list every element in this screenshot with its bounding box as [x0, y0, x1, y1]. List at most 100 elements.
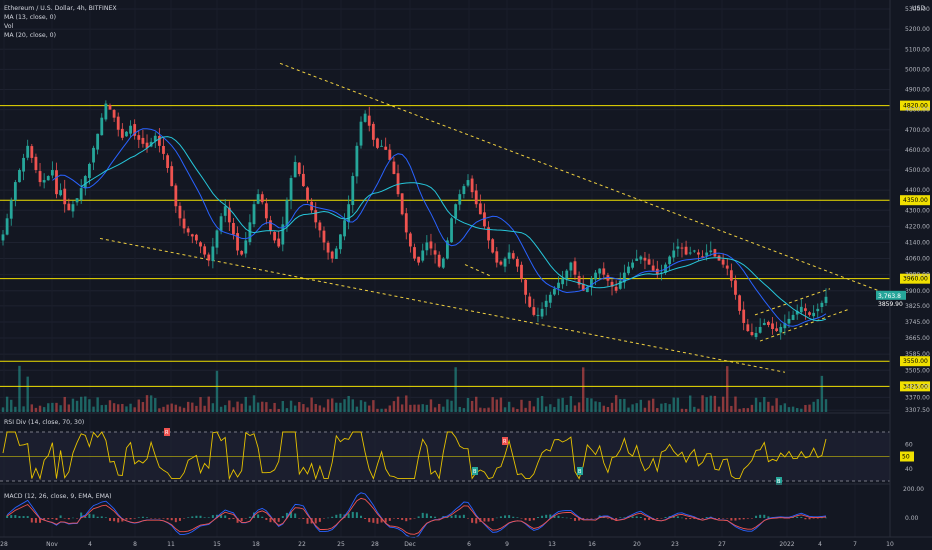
macd-histogram-bar: [693, 518, 696, 519]
macd-histogram-bar: [648, 518, 651, 520]
candle-body: [561, 278, 565, 285]
macd-histogram-bar: [619, 517, 622, 518]
volume-bar: [791, 406, 795, 412]
candle-body: [824, 296, 828, 303]
candle-body: [162, 145, 165, 154]
volume-bar: [162, 406, 165, 412]
volume-bar: [174, 404, 178, 412]
candle-body: [725, 265, 729, 269]
candle-body: [532, 307, 536, 315]
volume-bar: [400, 404, 404, 412]
volume-bar: [22, 406, 25, 412]
volume-bar: [372, 400, 375, 412]
macd-histogram-bar: [532, 518, 535, 521]
volume-bar: [479, 407, 482, 412]
candle-body: [71, 204, 75, 212]
candle-body: [190, 234, 194, 237]
candle-body: [116, 116, 120, 130]
candle-body: [326, 242, 330, 253]
macd-histogram-bar: [314, 518, 317, 524]
volume-bar: [355, 406, 359, 412]
legend-ma20[interactable]: MA (20, close, 0): [4, 32, 56, 39]
volume-bar: [635, 403, 638, 412]
macd-histogram-bar: [298, 518, 301, 519]
legend-ma13[interactable]: MA (13, close, 0): [4, 14, 56, 21]
candle-body: [380, 145, 383, 147]
time-tick-label: Nov: [46, 541, 58, 548]
macd-histogram-bar: [306, 518, 309, 524]
candle-body: [174, 185, 178, 207]
candle-body: [277, 238, 281, 247]
volume-bar: [524, 407, 527, 412]
volume-bar: [347, 395, 350, 412]
candle-body: [631, 262, 634, 268]
candle-body: [614, 286, 618, 291]
macd-histogram-bar: [434, 516, 437, 518]
volume-bar: [590, 398, 593, 412]
candle-body: [343, 220, 346, 237]
macd-histogram-bar: [429, 516, 432, 518]
rsi-label[interactable]: RSI Div (14, close, 70, 30): [4, 419, 84, 426]
macd-label[interactable]: MACD (12, 26, close, 9, EMA, EMA): [4, 493, 112, 500]
candle-body: [643, 257, 647, 261]
candle-body: [787, 318, 791, 324]
rsi-pane: R B R B B: [0, 428, 890, 485]
volume-bar: [47, 403, 50, 412]
candle-body: [750, 332, 754, 336]
macd-histogram-bar: [376, 518, 379, 524]
rsi-current-label: 50: [902, 454, 910, 461]
volume-bar: [495, 399, 498, 412]
candle-body: [1, 234, 5, 241]
volume-bar: [738, 408, 741, 412]
macd-histogram-bar: [471, 518, 474, 523]
candle-body: [528, 296, 532, 307]
macd-histogram-bar: [211, 515, 214, 518]
candle-body: [96, 133, 100, 150]
macd-histogram-bar: [586, 518, 589, 519]
price-tick-label: 4900.00: [905, 87, 930, 94]
macd-histogram-bar: [705, 517, 708, 518]
volume-bar: [228, 400, 231, 412]
macd-histogram-bar: [685, 518, 688, 520]
macd-histogram-bar: [557, 515, 560, 518]
candle-body: [318, 222, 322, 231]
level-label: 3425.00: [903, 383, 928, 390]
volume-bar: [701, 395, 704, 412]
candle-body: [779, 326, 783, 333]
macd-histogram-bar: [290, 511, 293, 518]
candle-body: [22, 157, 25, 172]
volume-bar: [219, 406, 223, 412]
volume-bar: [38, 405, 42, 412]
macd-histogram-bar: [590, 518, 593, 519]
macd-histogram-bar: [462, 514, 465, 518]
macd-histogram-bar: [397, 518, 400, 519]
legend-vol[interactable]: Vol: [4, 23, 14, 30]
volume-bar: [660, 403, 663, 412]
divergence-marker: [502, 437, 508, 445]
macd-histogram-bar: [240, 518, 243, 522]
macd-histogram-bar: [224, 515, 227, 518]
volume-bar: [84, 396, 87, 412]
volume-bar: [820, 375, 824, 412]
volume-bar: [717, 406, 721, 412]
candle-body: [404, 213, 408, 233]
volume-bar: [261, 401, 264, 412]
macd-histogram-bar: [108, 518, 111, 521]
volume-bar: [816, 399, 819, 412]
macd-histogram-bar: [121, 518, 124, 522]
candle-body: [429, 241, 433, 249]
candle-body: [734, 280, 737, 295]
candle-body: [400, 193, 404, 215]
candle-body: [129, 125, 132, 134]
candle-body: [676, 246, 680, 249]
trendline: [279, 62, 901, 300]
volume-bar: [491, 397, 494, 412]
candle-body: [610, 281, 614, 287]
candle-body: [618, 280, 622, 289]
volume-bar: [466, 397, 470, 412]
volume-bar: [783, 403, 787, 412]
volume-bar: [754, 397, 758, 412]
volume-bar: [668, 404, 671, 412]
divergence-marker-label: R: [503, 439, 507, 445]
